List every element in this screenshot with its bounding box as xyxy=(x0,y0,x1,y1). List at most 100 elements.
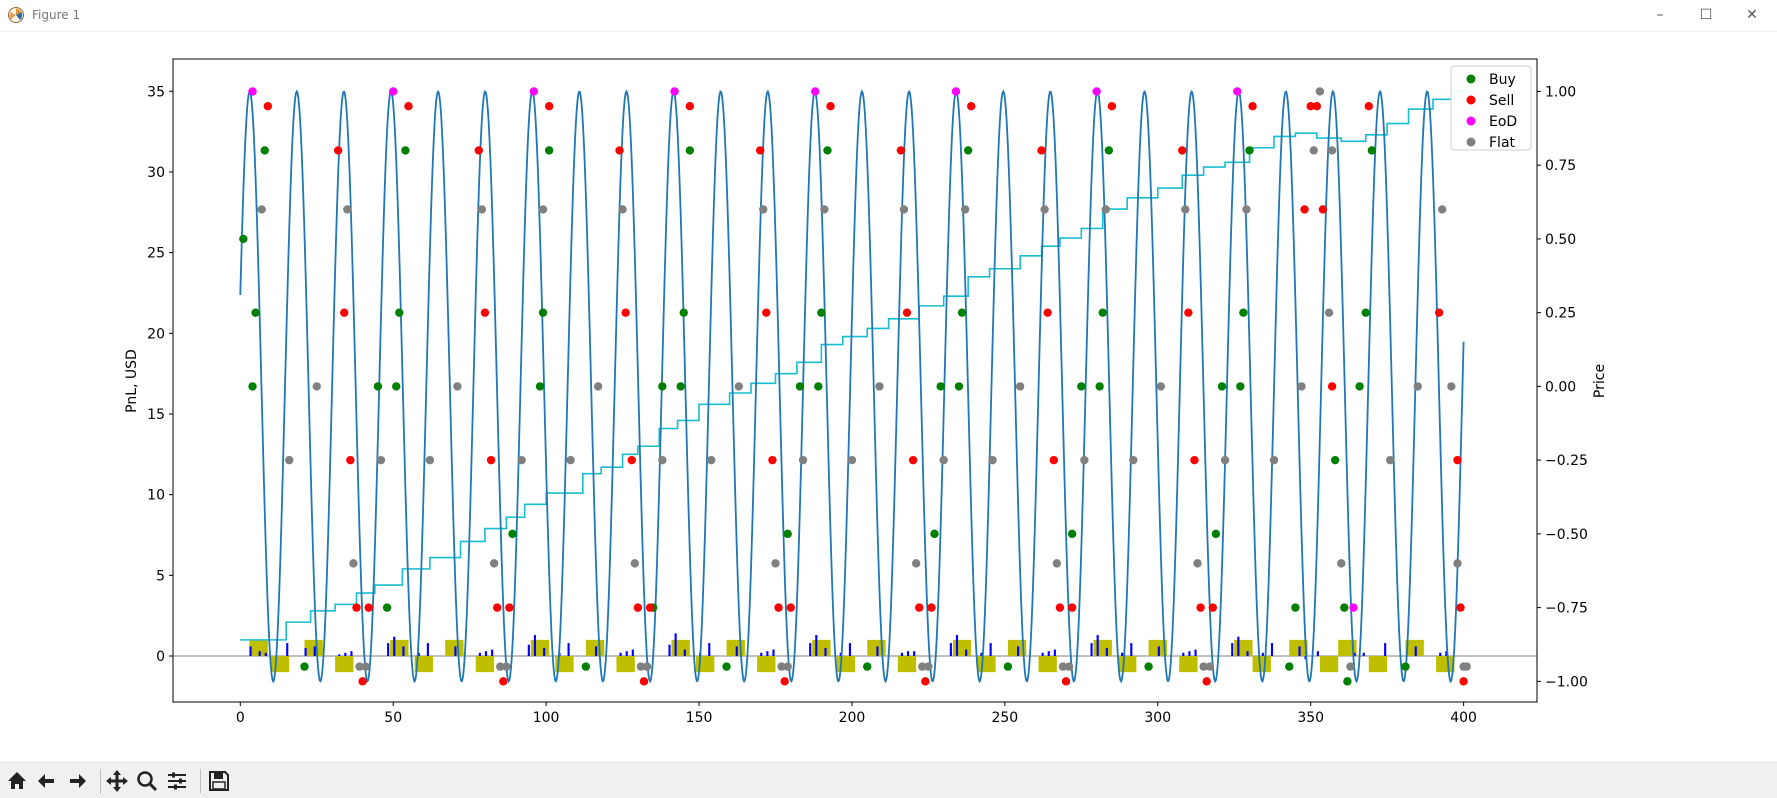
y-tick-label-right: 0.50 xyxy=(1545,232,1576,248)
minimize-button[interactable]: – xyxy=(1656,7,1664,23)
x-tick-label: 100 xyxy=(533,710,560,726)
close-button[interactable]: ✕ xyxy=(1746,7,1758,23)
sell-marker xyxy=(499,677,508,686)
flat-marker xyxy=(1181,205,1190,214)
y-tick-label-right: −0.25 xyxy=(1545,453,1588,469)
figure-canvas[interactable]: 0 50 100 150 200 250 300 350 400 0 5 10 15 20 25 30 35 … xyxy=(0,31,1777,762)
sell-marker xyxy=(780,677,789,686)
flat-marker xyxy=(376,455,386,465)
volume-bar xyxy=(417,652,420,657)
save-button[interactable] xyxy=(206,768,232,794)
x-tick-label: 250 xyxy=(991,710,1018,726)
legend: Buy Sell EoD Flat xyxy=(1450,65,1532,151)
flat-marker xyxy=(285,455,294,465)
sell-marker xyxy=(967,101,976,111)
volume-bar xyxy=(1316,651,1319,657)
buy-marker xyxy=(1343,677,1352,686)
position-bar xyxy=(249,639,268,657)
flat-marker xyxy=(477,205,487,214)
sell-marker xyxy=(1327,382,1337,391)
sell-marker xyxy=(1434,308,1444,317)
maximize-button[interactable]: ☐ xyxy=(1699,7,1713,23)
legend-marker xyxy=(1466,74,1476,84)
sell-marker xyxy=(1190,455,1199,465)
x-tick-label: 150 xyxy=(686,710,713,726)
volume-bar xyxy=(1445,651,1448,657)
sell-marker xyxy=(492,603,502,612)
configure-subplots-button[interactable] xyxy=(164,768,190,794)
volume-bar xyxy=(1182,652,1185,657)
y-tick-label-left: 0 xyxy=(156,649,165,665)
sell-marker xyxy=(352,603,361,612)
volume-bar xyxy=(735,646,738,657)
volume-bar xyxy=(491,649,494,657)
forward-button[interactable] xyxy=(64,768,90,794)
position-bar xyxy=(897,656,917,673)
position-bar xyxy=(952,639,972,657)
sell-marker xyxy=(908,455,918,465)
x-tick-label: 300 xyxy=(1144,710,1171,726)
volume-bar xyxy=(760,652,763,657)
position-bar xyxy=(616,656,635,673)
sell-marker xyxy=(1208,603,1218,612)
volume-bar xyxy=(1270,643,1274,657)
flat-marker xyxy=(771,559,780,568)
y-axis-label-right: Price xyxy=(1592,364,1608,398)
price-series-line xyxy=(239,89,1465,684)
flat-marker xyxy=(257,205,266,214)
buy-marker xyxy=(395,308,404,317)
toolbar-separator xyxy=(200,769,201,793)
buy-marker xyxy=(1361,308,1370,317)
buy-marker xyxy=(1340,603,1349,612)
flat-marker xyxy=(1220,455,1230,465)
volume-bar xyxy=(264,652,267,657)
navigation-toolbar xyxy=(0,762,1777,798)
sell-marker xyxy=(826,101,835,111)
matplotlib-logo-icon xyxy=(8,7,24,23)
buy-marker xyxy=(783,529,792,539)
volume-bar xyxy=(350,651,353,657)
position-bar xyxy=(812,639,831,657)
sell-marker xyxy=(333,146,343,155)
buy-marker xyxy=(658,382,667,391)
sell-marker xyxy=(621,308,630,317)
home-button[interactable] xyxy=(4,768,30,794)
sell-marker xyxy=(486,455,496,465)
eod-marker xyxy=(670,87,679,96)
buy-marker xyxy=(1144,662,1153,671)
buy-marker xyxy=(538,308,548,317)
pnl-series-line xyxy=(240,90,1465,641)
sell-marker xyxy=(480,308,490,317)
buy-marker xyxy=(251,308,260,317)
back-button[interactable] xyxy=(34,768,60,794)
buy-marker xyxy=(1104,146,1114,155)
volume-bar xyxy=(1053,649,1056,657)
sell-marker xyxy=(1067,603,1077,612)
sell-marker xyxy=(1184,308,1193,317)
volume-bar xyxy=(1130,643,1133,657)
volume-bar xyxy=(674,633,677,657)
buy-marker xyxy=(679,308,688,317)
zoom-button[interactable] xyxy=(134,768,160,794)
y-tick-label-left: 5 xyxy=(156,568,165,584)
buy-marker xyxy=(239,234,248,244)
flat-marker xyxy=(798,455,808,465)
position-bar xyxy=(671,639,690,657)
pan-button[interactable] xyxy=(104,768,130,794)
flat-marker xyxy=(783,662,792,671)
volume-bar xyxy=(1353,652,1356,657)
volume-bar xyxy=(249,646,252,657)
position-bar xyxy=(977,656,996,673)
legend-marker xyxy=(1466,137,1476,147)
flat-marker xyxy=(343,205,352,214)
volume-bar xyxy=(906,651,910,657)
eod-marker xyxy=(529,87,539,96)
sell-marker xyxy=(921,677,930,686)
sell-marker xyxy=(755,146,765,155)
y-tick-label-left: 15 xyxy=(147,407,165,423)
flat-marker xyxy=(918,662,927,671)
buy-marker xyxy=(1095,382,1104,391)
flat-marker xyxy=(1052,559,1062,568)
position-bar xyxy=(836,656,855,673)
y-tick-label-right: −0.75 xyxy=(1545,601,1588,617)
